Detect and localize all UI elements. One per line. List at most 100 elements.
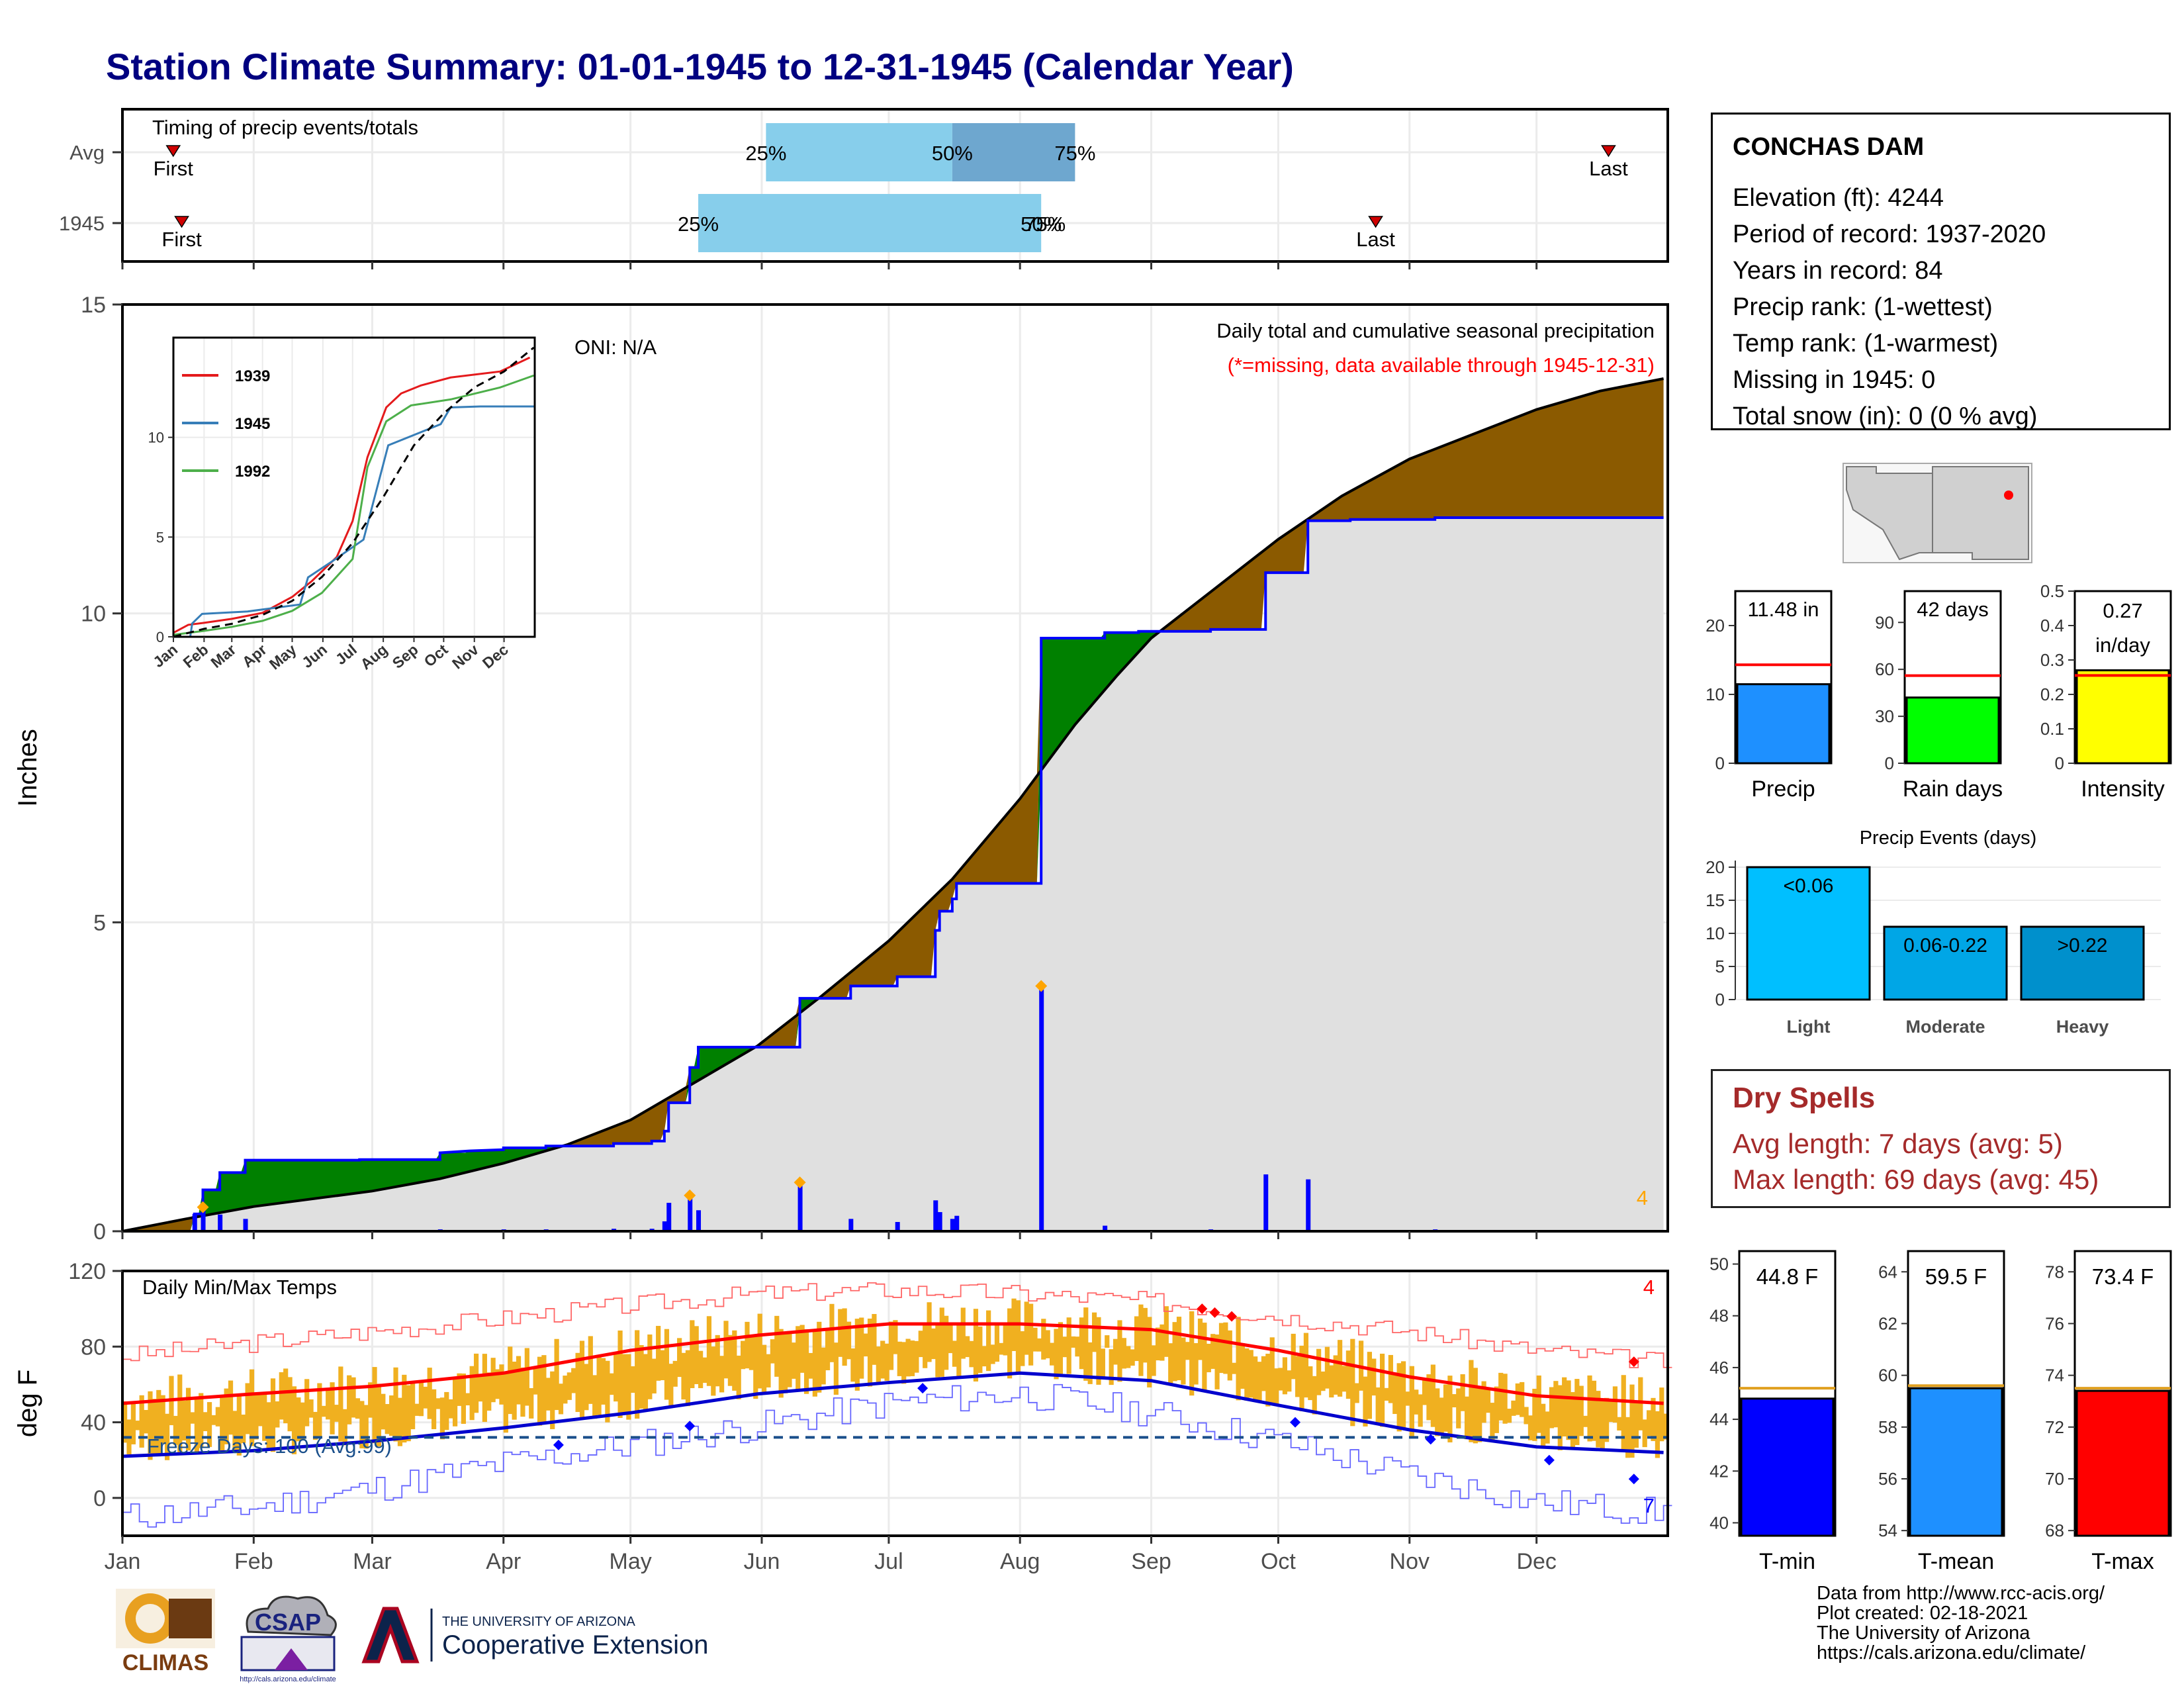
daily-temp-bar [1265,1354,1271,1407]
dry-spells-box: Dry Spells Avg length: 7 days (avg: 5) M… [1711,1069,2171,1208]
daily-temp-bar [1083,1307,1089,1381]
daily-temp-bar [935,1323,940,1378]
daily-temp-bar [745,1321,750,1369]
timing-avg-p50-label: 50% [932,142,973,165]
daily-temp-bar [321,1405,326,1417]
station-info-box: CONCHAS DAM Elevation (ft): 4244 Period … [1711,113,2171,430]
daily-temp-bar [478,1375,483,1402]
daily-temp-bar [605,1360,610,1423]
events-ytick-label: 20 [1706,857,1725,877]
temp-mean-ytick-label: 64 [1878,1262,1897,1282]
daily-temp-bar [1638,1377,1643,1430]
intensity-ytick-label: 0.4 [2040,616,2064,635]
rain-days-ytick-label: 60 [1875,659,1894,679]
daily-temp-bar [1287,1370,1292,1392]
temp-ytick-label: 0 [93,1486,106,1511]
daily-precip-marker [794,1176,806,1189]
daily-temp-bar [439,1397,445,1440]
daily-temp-bar [1647,1410,1652,1436]
daily-temp-bar [1015,1300,1021,1373]
daily-temp-bar [1329,1365,1334,1398]
daily-precip-bar [662,1221,667,1231]
daily-temp-bar [291,1386,297,1454]
station-total-snow: Total snow (in): 0 (0 % avg) [1733,402,2038,430]
daily-precip-bar [218,1214,223,1231]
daily-temp-bar [1338,1340,1343,1397]
daily-temp-bar [457,1373,462,1406]
temp-mean-axis-label: T-mean [1918,1549,1994,1574]
daily-temp-bar [245,1383,250,1434]
precip-total-axis-label: Precip [1751,776,1815,802]
daily-temp-bar [944,1315,949,1370]
daily-temp-bar [1075,1336,1080,1357]
daily-temp-bar [893,1320,898,1354]
daily-temp-bar [927,1302,932,1362]
daily-temp-bar [702,1357,707,1383]
daily-temp-bar [685,1350,691,1407]
daily-temp-bar [1460,1374,1465,1411]
daily-temp-bar [596,1354,602,1415]
daily-temp-bar [1193,1343,1199,1385]
daily-temp-bar [1308,1366,1313,1401]
daily-temp-bar [143,1409,149,1434]
daily-temp-bar [736,1355,741,1399]
ua-name: THE UNIVERSITY OF ARIZONA [442,1615,636,1629]
daily-temp-bar [308,1399,314,1418]
temp-panel-border [121,1270,1669,1537]
daily-temp-bar [1541,1403,1546,1449]
daily-temp-bar [1109,1349,1114,1385]
daily-temp-bar [1511,1400,1516,1416]
timing-1945-p75-label: 75% [1024,212,1066,236]
daily-temp-bar [1562,1377,1567,1436]
daily-temp-bar [1400,1361,1406,1430]
daily-temp-bar [706,1316,712,1386]
daily-temp-bar [796,1326,801,1390]
daily-temp-bar [1524,1407,1529,1425]
daily-temp-bar [1557,1385,1563,1450]
precip-ytick-label: 5 [93,910,106,935]
daily-temp-bar [850,1348,856,1382]
daily-temp-bar [1274,1368,1279,1406]
credit-line: Data from http://www.rcc-acis.org/ [1817,1583,2105,1604]
daily-temp-bar [1621,1375,1626,1452]
daily-temp-bar [469,1366,475,1421]
events-title: Precip Events (days) [1860,827,2037,849]
daily-temp-bar [626,1354,631,1420]
daily-temp-bar [969,1340,974,1368]
temp-mean-value-label: 59.5 F [1925,1264,1987,1289]
daily-temp-bar [435,1398,441,1409]
daily-temp-bar [1570,1391,1576,1449]
daily-temp-bar [381,1393,386,1430]
daily-temp-bar [1320,1371,1326,1391]
daily-temp-bar [545,1378,551,1411]
daily-temp-bar [1515,1383,1520,1415]
daily-temp-bar [376,1383,382,1446]
daily-temp-bar [1481,1381,1486,1423]
inset-ytick-label: 5 [156,529,164,545]
daily-temp-bar [1282,1357,1288,1395]
daily-temp-bar [152,1399,157,1454]
daily-temp-bar [1087,1342,1093,1384]
month-label: Apr [486,1549,521,1574]
daily-temp-bar [1663,1413,1668,1440]
daily-temp-bar [1371,1358,1377,1396]
daily-temp-bar [279,1372,284,1420]
inset-ytick-label: 10 [148,430,164,446]
daily-temp-bar [584,1364,589,1411]
daily-temp-bar [203,1412,208,1432]
daily-precip-marker [1035,980,1048,992]
daily-temp-bar [1091,1312,1097,1352]
events-ytick-label: 15 [1706,890,1725,910]
daily-temp-bar [681,1352,686,1400]
daily-temp-bar [1418,1394,1423,1427]
events-ytick-label: 0 [1715,990,1725,1009]
daily-temp-bar [529,1388,534,1419]
daily-temp-bar [817,1321,822,1393]
daily-temp-bar [130,1403,136,1444]
daily-temp-bar [1151,1345,1156,1376]
daily-temp-bar [1600,1399,1605,1451]
intensity-value-label: in/day [2095,633,2150,657]
daily-precip-bar [954,1215,960,1231]
precip-total-value-label: 11.48 in [1747,598,1819,621]
